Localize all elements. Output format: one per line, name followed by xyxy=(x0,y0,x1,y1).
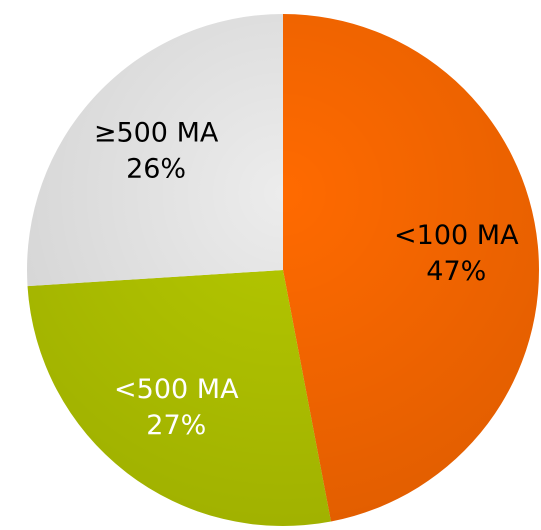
labels: <100 MA 47% <500 MA 27% ≥500 MA 26% xyxy=(94,117,519,441)
pie-slice xyxy=(283,14,539,522)
slice-value-label: 27% xyxy=(146,410,206,441)
slice-value-label: 26% xyxy=(126,153,186,184)
slice-category-label: ≥500 MA xyxy=(94,117,219,148)
slice-value-label: 47% xyxy=(426,256,486,287)
pie-slice xyxy=(26,14,283,287)
slice-category-label: <100 MA xyxy=(394,220,519,251)
slice-category-label: <500 MA xyxy=(114,374,239,405)
